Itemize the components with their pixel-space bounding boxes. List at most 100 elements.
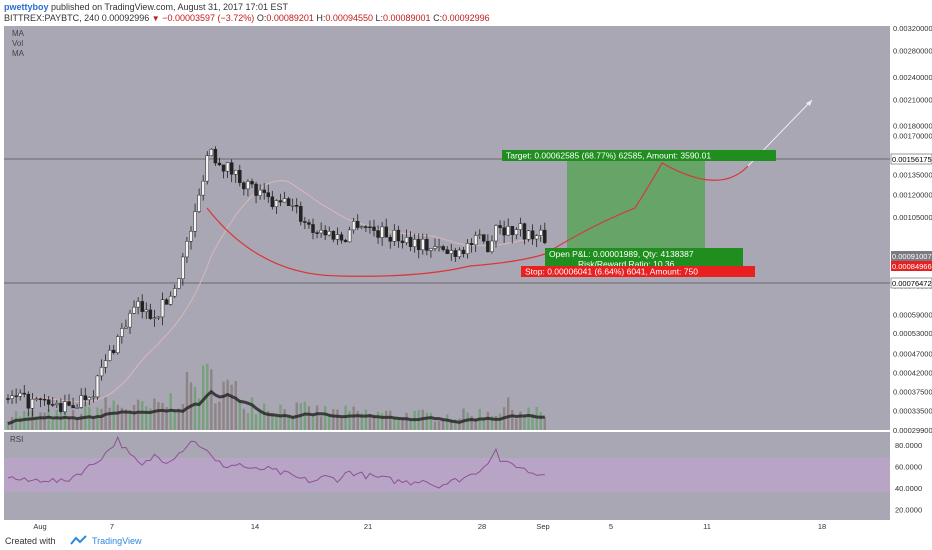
volume-bar — [246, 413, 250, 430]
tradingview-link[interactable]: TradingView — [92, 536, 142, 546]
volume-bar — [112, 400, 115, 430]
volume-bar — [132, 404, 136, 430]
badge-hline-top-text: 0.00156175 — [892, 155, 932, 164]
candle-body — [469, 243, 474, 246]
candle-body — [30, 398, 35, 409]
candle-body — [18, 392, 22, 397]
time-tick-label: 28 — [478, 522, 486, 531]
profit-zone[interactable] — [567, 159, 705, 249]
author-name[interactable]: pwettyboy — [4, 2, 49, 12]
candle-body — [299, 206, 303, 222]
candle-body — [26, 393, 31, 409]
candle-body — [34, 398, 39, 400]
volume-bar — [482, 418, 485, 430]
volume-bar — [100, 408, 103, 430]
last-price: 0.00092996 — [101, 13, 150, 23]
candle-body — [225, 162, 230, 172]
volume-bar — [393, 417, 396, 430]
high-value: 0.00094550 — [325, 13, 373, 23]
legend-vol: Vol — [12, 39, 23, 48]
volume-bar — [222, 381, 225, 430]
candle-body — [355, 221, 360, 228]
volume-bar — [59, 413, 63, 430]
risk-reward-label: Risk/Reward Ratio: 10.36 — [578, 259, 675, 269]
candle-body — [534, 235, 539, 240]
candle-body — [254, 183, 258, 196]
pnl-label-box[interactable] — [545, 248, 743, 270]
volume-bar — [271, 412, 274, 430]
volume-bar — [348, 410, 351, 430]
volume-bar — [88, 406, 91, 430]
stop-label-box[interactable] — [521, 266, 755, 277]
price-tick-label: 0.00180000 — [893, 122, 932, 131]
price-axis[interactable] — [890, 26, 932, 520]
volume-bar — [498, 413, 502, 430]
symbol-line: BITTREX:PAYBTC, 240 0.00092996 ▼ −0.0000… — [4, 13, 490, 23]
volume-bar — [27, 412, 30, 430]
time-tick-label: 11 — [703, 522, 711, 531]
candle-body — [87, 397, 92, 401]
volume-bar — [307, 406, 311, 430]
candle-body — [404, 237, 409, 243]
stop-label: Stop: 0.00006041 (6.64%) 6041, Amount: 7… — [525, 267, 698, 277]
candle-body — [522, 223, 527, 240]
volume-bar — [397, 418, 400, 430]
candle-body — [233, 170, 238, 175]
volume-bar — [376, 411, 380, 430]
volume-bar — [71, 409, 75, 430]
candle-body — [75, 407, 79, 409]
candle-body — [331, 231, 336, 240]
volume-bar — [128, 410, 132, 430]
time-tick-label: Aug — [33, 522, 46, 531]
candle-body — [250, 181, 254, 185]
volume-bar — [450, 419, 453, 430]
candle-body — [453, 250, 458, 257]
candle-body — [152, 317, 157, 319]
volume-bar — [470, 415, 473, 430]
volume-bar — [283, 409, 286, 430]
candle-body — [59, 403, 63, 412]
volume-bar — [462, 408, 465, 430]
candle-body — [530, 230, 535, 240]
volume-bar — [19, 416, 22, 430]
volume-bar — [380, 413, 384, 430]
chart-canvas[interactable]: MA Vol MA RSI Target: 0.00062585 (68.77%… — [0, 26, 932, 532]
volume-bar — [454, 419, 457, 430]
volume-bar — [124, 409, 128, 430]
candle-body — [286, 198, 291, 206]
price-tick-label: 0.00105000 — [893, 213, 932, 222]
badge-hline-bottom-text: 0.00076472 — [892, 279, 932, 288]
close-value: 0.00092996 — [442, 13, 490, 23]
candle-body — [372, 226, 376, 231]
candle-body — [465, 243, 470, 255]
price-tick-label: 0.00210000 — [893, 95, 932, 104]
volume-bar — [437, 421, 441, 430]
time-tick-label: 5 — [609, 522, 613, 531]
volume-bar — [39, 412, 42, 430]
price-tick-label: 0.00037500 — [893, 388, 932, 397]
candle-body — [229, 162, 234, 175]
time-axis[interactable] — [4, 520, 890, 532]
candle-body — [307, 222, 311, 225]
volume-ma-line — [7, 389, 545, 426]
candle-body — [412, 239, 417, 248]
price-pane[interactable] — [4, 26, 890, 430]
target-label: Target: 0.00062585 (68.77%) 62585, Amoun… — [506, 151, 711, 161]
badge-hline-bottom — [890, 277, 932, 289]
candle-body — [543, 229, 547, 244]
volume-bar — [315, 405, 319, 430]
volume-bar — [157, 402, 160, 430]
price-change: −0.00003597 (−3.72%) — [162, 13, 255, 23]
high-label: H: — [316, 13, 326, 23]
candle-body — [201, 180, 205, 196]
target-label-box[interactable] — [502, 150, 776, 161]
volume-bar — [494, 415, 498, 430]
candle-body — [425, 238, 429, 251]
rsi-tick-label: 20.0000 — [895, 505, 922, 514]
price-tick-label: 0.00059000 — [893, 311, 932, 320]
time-tick-label: 14 — [251, 522, 259, 531]
time-tick-label: 21 — [364, 522, 372, 531]
candle-body — [168, 295, 173, 305]
volume-bar — [75, 418, 79, 430]
projection-curve[interactable] — [206, 162, 749, 277]
